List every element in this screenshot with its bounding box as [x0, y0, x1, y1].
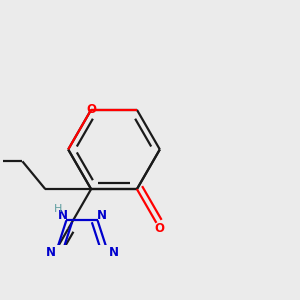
Text: N: N: [108, 246, 118, 259]
Text: N: N: [96, 208, 106, 222]
Text: N: N: [46, 246, 56, 259]
Text: O: O: [86, 103, 96, 116]
Text: N: N: [58, 208, 68, 222]
Text: O: O: [155, 222, 165, 235]
Text: H: H: [54, 204, 62, 214]
